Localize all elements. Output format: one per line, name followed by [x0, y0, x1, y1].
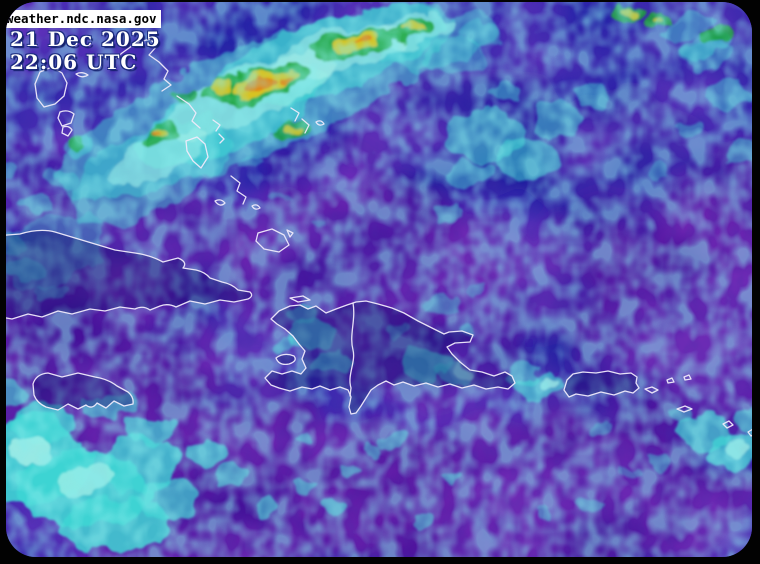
island-plana-cays: [230, 175, 247, 205]
coastline-lesser-antilles: [722, 420, 752, 437]
source-url-label: weather.ndc.nasa.gov: [6, 10, 161, 28]
timestamp: 21 Dec 2025 22:06 UTC: [10, 28, 161, 74]
island-long-island: [176, 95, 201, 129]
island-st-croix: [676, 405, 693, 413]
island-tortue: [289, 295, 311, 303]
coastline-bahamas: [34, 38, 325, 253]
island-culebra: [666, 377, 675, 384]
timestamp-date: 21 Dec 2025: [10, 27, 161, 51]
island-gonave: [275, 353, 296, 366]
satellite-image: weather.ndc.nasa.gov 21 Dec 2025 22:06 U…: [6, 2, 752, 557]
coastline-puerto-rico: [563, 370, 640, 398]
island-great-inagua: [255, 228, 294, 253]
island-eleuthera-chain: [109, 38, 172, 92]
coastline-hispaniola: [264, 300, 516, 415]
coastline-overlay: [6, 38, 752, 437]
island-andros: [34, 66, 68, 108]
island-exuma-cays: [290, 107, 325, 134]
island-vieques: [644, 386, 659, 394]
island-turks: [214, 199, 261, 210]
island-mayaguana: [212, 119, 225, 144]
island-crooked-acklins: [185, 136, 209, 169]
island-guadeloupe: [747, 428, 752, 437]
timestamp-time: 22:06 UTC: [10, 50, 138, 74]
coastline-cuba: [6, 229, 253, 320]
island-small-cay-b: [61, 125, 73, 137]
island-antigua: [722, 420, 734, 429]
cloud-speckle-texture: [6, 2, 752, 557]
island-virgin-islands: [683, 374, 692, 381]
satellite-ir-rendering: [6, 2, 752, 557]
border-haiti-dr: [349, 302, 355, 397]
island-new-providence: [75, 72, 89, 78]
island-small-cay-a: [57, 110, 75, 127]
coastline-jamaica: [32, 372, 134, 411]
